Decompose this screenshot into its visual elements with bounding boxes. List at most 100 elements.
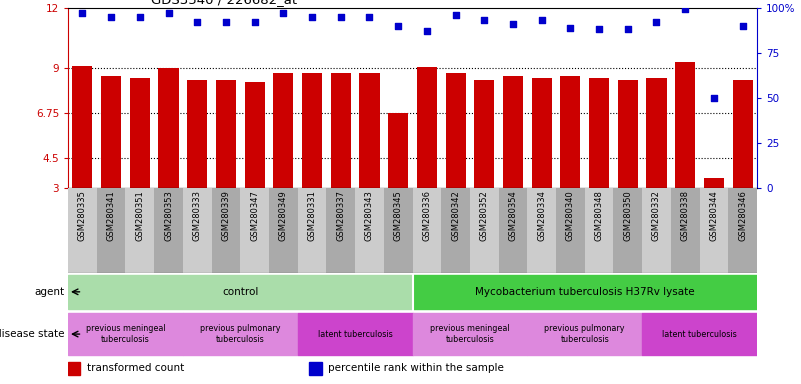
Text: GSM280340: GSM280340 [566,190,575,241]
Text: GSM280348: GSM280348 [594,190,604,241]
Point [535,17,548,23]
Text: latent tuberculosis: latent tuberculosis [662,329,737,339]
Text: GSM280352: GSM280352 [480,190,489,241]
Point [306,14,319,20]
Text: transformed count: transformed count [87,363,184,373]
Bar [704,178,724,188]
Bar [302,73,322,188]
Text: previous pulmonary
tuberculosis: previous pulmonary tuberculosis [545,324,625,344]
Text: GSM280335: GSM280335 [78,190,87,241]
Point [593,26,606,32]
Text: percentile rank within the sample: percentile rank within the sample [328,363,505,373]
Bar [298,188,326,273]
Text: previous meningeal
tuberculosis: previous meningeal tuberculosis [430,324,509,344]
Point [421,28,433,34]
Point [277,10,290,16]
Bar [326,188,355,273]
Bar [211,188,240,273]
Bar [470,188,498,273]
Point [449,12,462,18]
Point [622,26,634,32]
Bar [101,76,121,188]
Bar [532,78,552,188]
Bar [670,188,699,273]
Text: GSM280334: GSM280334 [537,190,546,241]
Bar [240,188,269,273]
Bar [527,188,556,273]
Text: GSM280337: GSM280337 [336,190,345,241]
Text: GSM280338: GSM280338 [681,190,690,241]
Bar [585,188,614,273]
Bar [216,80,236,188]
Bar [733,80,753,188]
Point [191,19,203,25]
Text: disease state: disease state [0,329,65,339]
Bar [360,73,380,188]
Text: GDS3540 / 226682_at: GDS3540 / 226682_at [151,0,297,7]
Bar [68,188,97,273]
Bar [441,188,470,273]
Text: GSM280347: GSM280347 [250,190,260,241]
Bar [183,188,211,273]
Text: GSM280342: GSM280342 [451,190,460,241]
Text: Mycobacterium tuberculosis H37Rv lysate: Mycobacterium tuberculosis H37Rv lysate [475,287,694,297]
Text: previous meningeal
tuberculosis: previous meningeal tuberculosis [86,324,165,344]
Text: GSM280346: GSM280346 [738,190,747,241]
Text: GSM280331: GSM280331 [308,190,316,241]
Text: agent: agent [34,287,65,297]
FancyBboxPatch shape [183,313,298,355]
Text: GSM280341: GSM280341 [107,190,115,241]
Bar [561,76,581,188]
Point [76,10,89,16]
FancyBboxPatch shape [298,313,413,355]
Bar [269,188,298,273]
Point [105,14,118,20]
Point [248,19,261,25]
Text: control: control [222,287,259,297]
Point [650,19,663,25]
Text: GSM280351: GSM280351 [135,190,144,241]
Text: GSM280354: GSM280354 [509,190,517,241]
Point [219,19,232,25]
Text: GSM280353: GSM280353 [164,190,173,241]
FancyBboxPatch shape [527,313,642,355]
Bar [675,62,695,188]
Text: GSM280343: GSM280343 [365,190,374,241]
Bar [498,188,527,273]
Bar [445,73,465,188]
Point [392,23,405,29]
Point [564,25,577,31]
Bar [384,188,413,273]
Text: GSM280345: GSM280345 [393,190,403,241]
Point [363,14,376,20]
Bar [68,362,80,375]
Bar [72,66,92,188]
Bar [126,188,154,273]
Bar [331,73,351,188]
Point [134,14,147,20]
Bar [417,67,437,188]
Text: GSM280332: GSM280332 [652,190,661,241]
FancyBboxPatch shape [68,275,413,309]
Text: GSM280333: GSM280333 [193,190,202,241]
Point [334,14,347,20]
Bar [187,80,207,188]
Text: GSM280344: GSM280344 [710,190,718,241]
Bar [273,73,293,188]
Point [736,23,749,29]
Text: GSM280336: GSM280336 [422,190,432,241]
Bar [413,188,441,273]
Point [162,10,175,16]
Bar [699,188,728,273]
Point [707,95,720,101]
Bar [130,78,150,188]
Point [478,17,491,23]
Text: GSM280339: GSM280339 [221,190,231,241]
Bar [614,188,642,273]
Bar [618,80,638,188]
Bar [244,82,264,188]
Bar [159,68,179,188]
Text: previous pulmonary
tuberculosis: previous pulmonary tuberculosis [200,324,280,344]
Bar [728,188,757,273]
Bar [646,78,666,188]
